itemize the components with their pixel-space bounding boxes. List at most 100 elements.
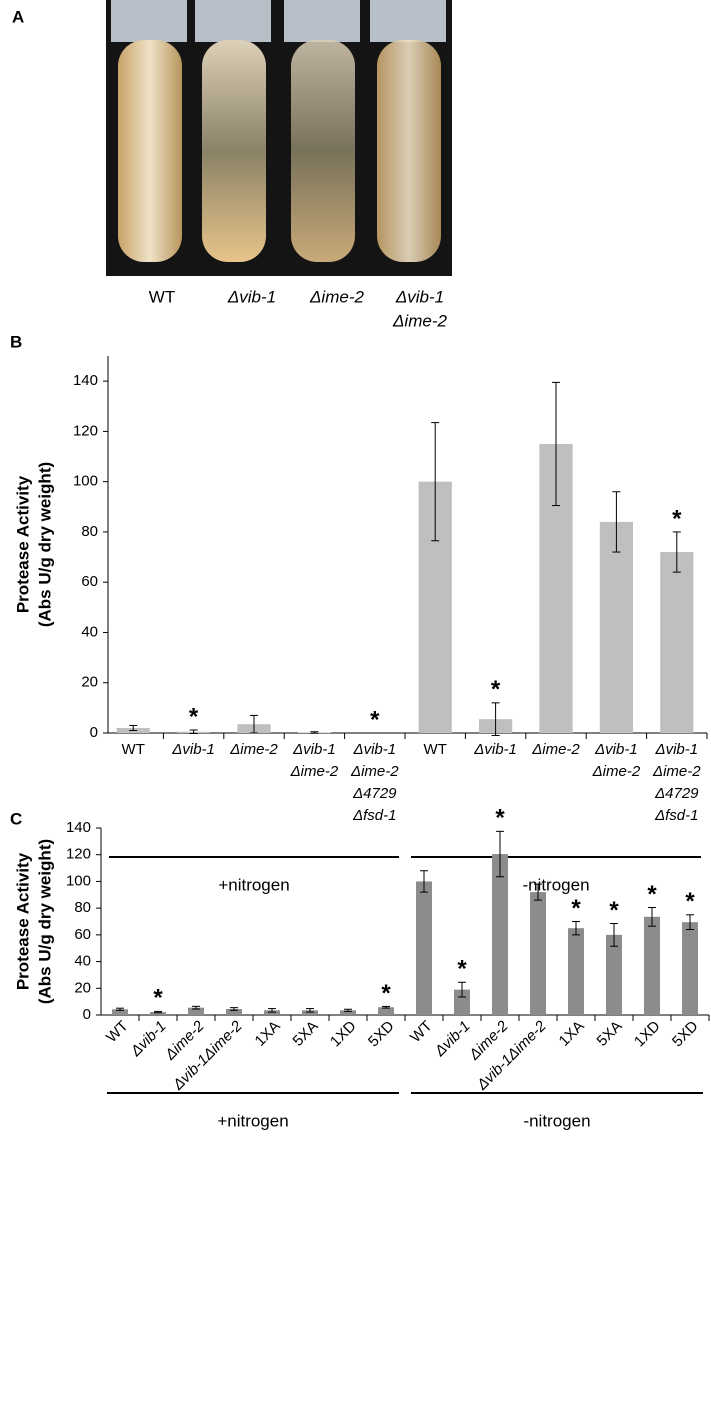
significance-marker: * bbox=[381, 980, 391, 1007]
x-tick-label: Δ4729 bbox=[352, 785, 397, 802]
bar bbox=[530, 892, 546, 1015]
y-tick-label: 100 bbox=[66, 872, 91, 889]
error-bar bbox=[189, 729, 198, 735]
significance-marker: * bbox=[647, 881, 657, 908]
y-tick-label: 20 bbox=[81, 674, 98, 691]
group-label: -nitrogen bbox=[522, 875, 589, 894]
error-bar bbox=[382, 1005, 390, 1009]
significance-marker: * bbox=[370, 706, 380, 733]
error-bar bbox=[192, 1005, 200, 1010]
error-bar bbox=[572, 921, 580, 936]
significance-marker: * bbox=[153, 985, 163, 1012]
y-axis-label: (Abs U/g dry weight) bbox=[35, 462, 54, 627]
error-bar bbox=[612, 491, 621, 553]
error-bar bbox=[306, 1008, 314, 1013]
error-bar bbox=[496, 830, 504, 878]
y-axis-label: Protease Activity bbox=[13, 475, 32, 613]
bar bbox=[340, 1010, 356, 1015]
x-tick-label: WT bbox=[424, 741, 447, 758]
error-bar bbox=[672, 531, 681, 573]
y-tick-label: 80 bbox=[74, 899, 91, 916]
bar bbox=[226, 1008, 242, 1015]
bar bbox=[264, 1010, 280, 1015]
bar bbox=[416, 881, 432, 1015]
x-tick-label: Δvib-1 bbox=[473, 741, 517, 758]
y-tick-label: 0 bbox=[83, 1006, 91, 1023]
group-label: +nitrogen bbox=[217, 1111, 288, 1130]
error-bar bbox=[310, 731, 319, 734]
x-tick-label: Δime-2 bbox=[531, 741, 580, 758]
bar bbox=[660, 552, 694, 733]
x-tick-label: Δime-2 bbox=[652, 763, 701, 780]
significance-marker: * bbox=[685, 888, 695, 915]
bar bbox=[188, 1007, 204, 1015]
significance-marker: * bbox=[672, 505, 682, 532]
significance-marker: * bbox=[571, 895, 581, 922]
error-bar bbox=[458, 981, 466, 998]
bar bbox=[112, 1009, 128, 1015]
error-bar bbox=[230, 1007, 238, 1011]
x-tick-label: 1XD bbox=[631, 1018, 664, 1051]
bar bbox=[454, 989, 470, 1015]
x-tick-label: WT bbox=[103, 1018, 132, 1047]
bar bbox=[302, 1010, 318, 1015]
x-tick-label: Δvib-1 bbox=[171, 741, 215, 758]
x-tick-label: Δvib-1 bbox=[353, 741, 397, 758]
x-tick-label: 5XA bbox=[290, 1018, 322, 1050]
error-bar bbox=[250, 714, 258, 734]
bar bbox=[378, 1007, 394, 1015]
x-tick-label: 5XD bbox=[669, 1018, 702, 1051]
x-tick-label: Δvib-1 bbox=[127, 1018, 170, 1061]
significance-marker: * bbox=[457, 956, 467, 983]
error-bar bbox=[116, 1007, 124, 1011]
bar bbox=[644, 916, 660, 1015]
x-tick-label: WT bbox=[407, 1018, 436, 1047]
bar bbox=[492, 854, 508, 1015]
y-tick-label: 100 bbox=[73, 473, 98, 490]
y-tick-label: 60 bbox=[81, 573, 98, 590]
x-tick-label: Δime-2 bbox=[290, 763, 339, 780]
y-tick-label: 120 bbox=[73, 422, 98, 439]
error-bar bbox=[610, 923, 618, 947]
y-tick-label: 140 bbox=[73, 372, 98, 389]
panel-label: C bbox=[10, 809, 22, 828]
error-bar bbox=[431, 422, 440, 542]
bar bbox=[682, 922, 698, 1015]
error-bar bbox=[129, 724, 138, 731]
y-tick-label: 0 bbox=[90, 724, 98, 741]
x-tick-label: 5XA bbox=[594, 1018, 626, 1050]
panel-label: A bbox=[12, 7, 24, 26]
x-tick-label: Δime-2 bbox=[350, 763, 399, 780]
x-tick-label: Δvib-1 bbox=[594, 741, 638, 758]
significance-marker: * bbox=[495, 805, 505, 832]
tube-label: Δvib-1 bbox=[395, 287, 444, 306]
significance-marker: * bbox=[609, 897, 619, 924]
y-tick-label: 120 bbox=[66, 846, 91, 863]
x-tick-label: 1XA bbox=[252, 1018, 284, 1050]
x-tick-label: Δfsd-1 bbox=[352, 807, 396, 824]
x-tick-label: 1XA bbox=[556, 1018, 588, 1050]
y-tick-label: 80 bbox=[81, 523, 98, 540]
error-bar bbox=[534, 883, 542, 901]
x-tick-label: WT bbox=[122, 741, 145, 758]
tube-label: Δvib-1 bbox=[227, 287, 276, 306]
x-tick-label: 5XD bbox=[365, 1018, 398, 1051]
y-axis-label: (Abs U/g dry weight) bbox=[35, 839, 54, 1004]
x-tick-label: Δ4729 bbox=[654, 785, 699, 802]
bar bbox=[606, 934, 622, 1015]
panel-label: B bbox=[10, 332, 22, 351]
error-bar bbox=[491, 702, 500, 737]
bar bbox=[150, 1012, 166, 1015]
y-tick-label: 40 bbox=[74, 953, 91, 970]
significance-marker: * bbox=[189, 703, 199, 730]
x-tick-label: Δfsd-1 bbox=[654, 807, 698, 824]
x-tick-label: Δime-2 bbox=[229, 741, 278, 758]
y-tick-label: 60 bbox=[74, 926, 91, 943]
tube-photo bbox=[106, 0, 452, 276]
x-tick-label: Δvib-1 bbox=[431, 1018, 474, 1061]
tube-label: Δime-2 bbox=[309, 287, 364, 306]
group-label: -nitrogen bbox=[523, 1111, 590, 1130]
error-bar bbox=[686, 914, 694, 931]
bar bbox=[568, 928, 584, 1015]
